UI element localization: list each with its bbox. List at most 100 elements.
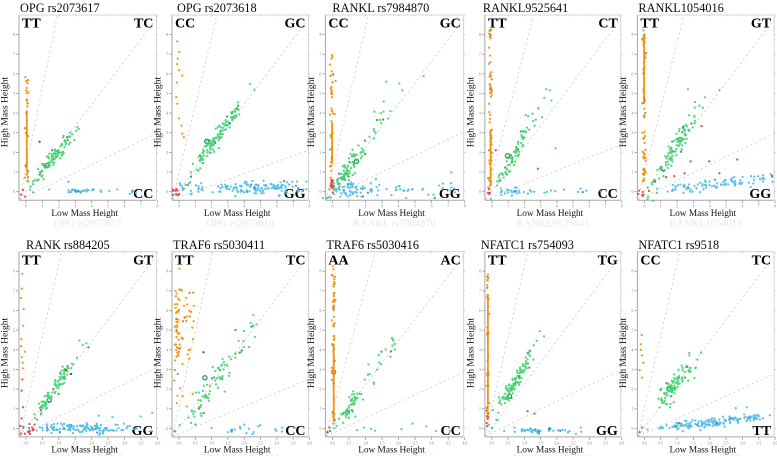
svg-text:3: 3 bbox=[13, 368, 15, 372]
svg-text:5: 5 bbox=[572, 205, 574, 209]
svg-text:Low Mass Height: Low Mass Height bbox=[51, 209, 118, 219]
svg-text:1.5: 1.5 bbox=[380, 441, 385, 445]
svg-text:7: 7 bbox=[479, 289, 481, 293]
svg-text:3.5: 3.5 bbox=[291, 441, 296, 445]
svg-text:1.0: 1.0 bbox=[57, 441, 62, 445]
svg-text:AA: AA bbox=[328, 253, 349, 268]
svg-text:0.0: 0.0 bbox=[642, 441, 647, 445]
svg-text:2: 2 bbox=[319, 388, 321, 392]
svg-text:GC: GC bbox=[440, 17, 461, 32]
svg-text:1: 1 bbox=[348, 205, 350, 209]
svg-text:0: 0 bbox=[166, 427, 168, 431]
svg-text:4.0: 4.0 bbox=[155, 441, 160, 445]
svg-text:Low Mass Height: Low Mass Height bbox=[358, 209, 425, 219]
svg-text:0.0: 0.0 bbox=[24, 441, 29, 445]
svg-text:0: 0 bbox=[166, 190, 168, 194]
svg-text:RANKL rs7984870: RANKL rs7984870 bbox=[332, 1, 429, 15]
svg-text:3: 3 bbox=[166, 131, 168, 135]
svg-text:7: 7 bbox=[319, 289, 321, 293]
svg-text:5: 5 bbox=[319, 92, 321, 96]
svg-text:6: 6 bbox=[631, 309, 633, 313]
svg-text:2: 2 bbox=[631, 151, 633, 155]
svg-text:8: 8 bbox=[166, 270, 168, 274]
svg-text:2.5: 2.5 bbox=[724, 441, 729, 445]
svg-text:4: 4 bbox=[166, 348, 168, 352]
svg-text:4: 4 bbox=[13, 112, 15, 116]
svg-text:5: 5 bbox=[414, 205, 416, 209]
svg-text:1: 1 bbox=[631, 407, 633, 411]
svg-text:5: 5 bbox=[725, 205, 727, 209]
svg-text:8: 8 bbox=[774, 205, 776, 209]
svg-text:4: 4 bbox=[243, 205, 245, 209]
svg-text:0: 0 bbox=[631, 427, 633, 431]
svg-text:OPG rs2073618: OPG rs2073618 bbox=[177, 1, 257, 15]
svg-text:8: 8 bbox=[319, 270, 321, 274]
svg-text:4: 4 bbox=[319, 348, 321, 352]
svg-text:NFATC1 rs9518: NFATC1 rs9518 bbox=[638, 238, 719, 252]
svg-text:RANKL9525641: RANKL9525641 bbox=[483, 1, 568, 15]
svg-text:TT: TT bbox=[22, 253, 41, 268]
svg-text:0: 0 bbox=[491, 205, 493, 209]
svg-text:0: 0 bbox=[319, 427, 321, 431]
svg-text:0.5: 0.5 bbox=[658, 441, 663, 445]
svg-text:2: 2 bbox=[523, 205, 525, 209]
svg-text:3: 3 bbox=[227, 205, 229, 209]
svg-text:0: 0 bbox=[25, 205, 27, 209]
svg-text:8: 8 bbox=[631, 33, 633, 37]
svg-text:4: 4 bbox=[631, 112, 633, 116]
svg-text:TT: TT bbox=[488, 253, 507, 268]
svg-text:TT: TT bbox=[175, 253, 194, 268]
svg-text:1: 1 bbox=[166, 171, 168, 175]
svg-text:8: 8 bbox=[156, 205, 158, 209]
svg-text:2.5: 2.5 bbox=[258, 441, 263, 445]
svg-text:TT: TT bbox=[640, 17, 659, 32]
svg-text:1: 1 bbox=[13, 407, 15, 411]
svg-text:5: 5 bbox=[260, 205, 262, 209]
svg-text:RANK rs884205: RANK rs884205 bbox=[52, 453, 123, 456]
svg-text:TRAF6 rs5030416: TRAF6 rs5030416 bbox=[355, 453, 434, 456]
svg-text:TRAF6 rs5030416: TRAF6 rs5030416 bbox=[326, 238, 419, 252]
svg-text:0: 0 bbox=[319, 190, 321, 194]
svg-text:CC: CC bbox=[175, 17, 195, 32]
svg-text:1: 1 bbox=[319, 407, 321, 411]
svg-text:7: 7 bbox=[605, 205, 607, 209]
svg-text:2: 2 bbox=[166, 388, 168, 392]
svg-text:3: 3 bbox=[631, 368, 633, 372]
svg-text:2: 2 bbox=[365, 205, 367, 209]
svg-text:0: 0 bbox=[331, 205, 333, 209]
svg-text:High Mass Height: High Mass Height bbox=[465, 317, 476, 388]
svg-text:4: 4 bbox=[709, 205, 711, 209]
svg-text:1.5: 1.5 bbox=[691, 441, 696, 445]
svg-text:RANKL1054016: RANKL1054016 bbox=[638, 1, 723, 15]
svg-text:3: 3 bbox=[479, 131, 481, 135]
svg-text:1.0: 1.0 bbox=[209, 441, 214, 445]
svg-text:GG: GG bbox=[749, 187, 771, 202]
svg-text:TG: TG bbox=[598, 253, 618, 268]
svg-text:High Mass Height: High Mass Height bbox=[153, 317, 164, 388]
svg-text:CC: CC bbox=[133, 187, 153, 202]
svg-text:5: 5 bbox=[13, 329, 15, 333]
svg-text:High Mass Height: High Mass Height bbox=[306, 317, 317, 388]
svg-text:0: 0 bbox=[479, 427, 481, 431]
svg-text:0: 0 bbox=[13, 427, 15, 431]
svg-text:4.0: 4.0 bbox=[462, 441, 467, 445]
svg-text:4: 4 bbox=[631, 348, 633, 352]
svg-text:7: 7 bbox=[479, 53, 481, 57]
svg-text:CT: CT bbox=[598, 17, 618, 32]
svg-text:2.0: 2.0 bbox=[242, 441, 247, 445]
svg-text:8: 8 bbox=[631, 270, 633, 274]
svg-text:5: 5 bbox=[13, 92, 15, 96]
svg-text:4.0: 4.0 bbox=[619, 441, 624, 445]
svg-text:6: 6 bbox=[13, 72, 15, 76]
svg-text:4: 4 bbox=[398, 205, 400, 209]
svg-text:1.5: 1.5 bbox=[73, 441, 78, 445]
svg-text:3: 3 bbox=[479, 368, 481, 372]
svg-text:4.0: 4.0 bbox=[307, 441, 312, 445]
svg-text:Low Mass Height: Low Mass Height bbox=[204, 446, 271, 456]
svg-text:Low Mass Height: Low Mass Height bbox=[669, 446, 736, 456]
svg-text:1: 1 bbox=[479, 407, 481, 411]
svg-text:8: 8 bbox=[13, 270, 15, 274]
svg-text:6: 6 bbox=[319, 72, 321, 76]
svg-text:2.5: 2.5 bbox=[413, 441, 418, 445]
svg-text:3.0: 3.0 bbox=[275, 441, 280, 445]
